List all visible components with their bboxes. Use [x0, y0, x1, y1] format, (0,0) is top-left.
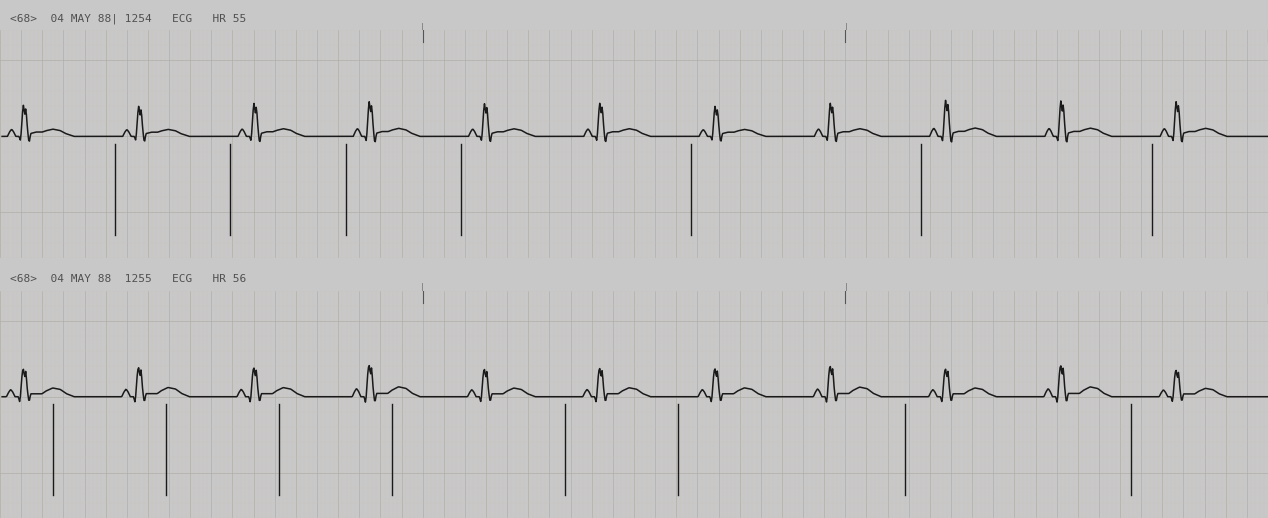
Text: <68>  04 MAY 88  1255   ECG   HR 56: <68> 04 MAY 88 1255 ECG HR 56 — [10, 274, 246, 284]
Text: <68>  04 MAY 88| 1254   ECG   HR 55: <68> 04 MAY 88| 1254 ECG HR 55 — [10, 13, 246, 24]
